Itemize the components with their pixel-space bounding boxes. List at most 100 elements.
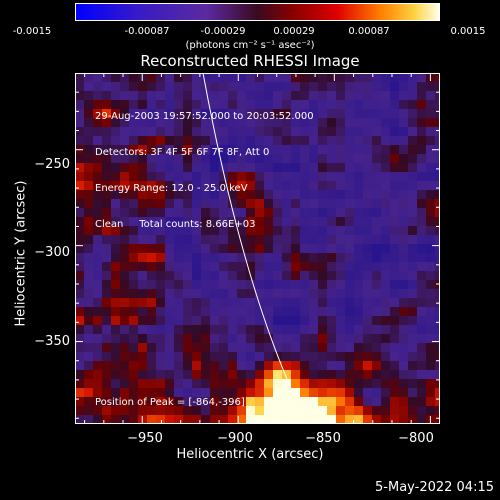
heatmap-cell	[408, 271, 417, 280]
heatmap-cell	[129, 316, 138, 325]
heatmap-cell	[201, 370, 210, 379]
heatmap-cell	[111, 181, 120, 190]
heatmap-cell	[300, 190, 309, 199]
heatmap-cell	[363, 361, 372, 370]
heatmap-cell	[174, 181, 183, 190]
heatmap-cell	[282, 316, 291, 325]
heatmap-cell	[408, 325, 417, 334]
heatmap-cell	[120, 73, 129, 82]
heatmap-cell	[336, 379, 345, 388]
x-tick-label: −900	[217, 431, 253, 446]
heatmap-cell	[165, 118, 174, 127]
heatmap-cell	[309, 316, 318, 325]
heatmap-cell	[219, 316, 228, 325]
heatmap-cell	[84, 334, 93, 343]
heatmap-cell	[255, 334, 264, 343]
heatmap-cell	[201, 145, 210, 154]
heatmap-cell	[192, 127, 201, 136]
heatmap-cell	[264, 298, 273, 307]
heatmap-cell	[228, 289, 237, 298]
heatmap-cell	[255, 370, 264, 379]
heatmap-cell	[192, 136, 201, 145]
heatmap-cell	[291, 325, 300, 334]
heatmap-cell	[201, 325, 210, 334]
heatmap-cell	[93, 145, 102, 154]
heatmap-cell	[345, 136, 354, 145]
heatmap-cell	[282, 208, 291, 217]
heatmap-cell	[138, 208, 147, 217]
heatmap-cell	[300, 262, 309, 271]
heatmap-cell	[165, 253, 174, 262]
heatmap-cell	[408, 172, 417, 181]
heatmap-cell	[129, 172, 138, 181]
heatmap-cell	[309, 73, 318, 82]
heatmap-cell	[399, 154, 408, 163]
heatmap-cell	[372, 379, 381, 388]
heatmap-cell	[111, 100, 120, 109]
heatmap-cell	[165, 145, 174, 154]
heatmap-cell	[246, 343, 255, 352]
heatmap-cell	[246, 370, 255, 379]
heatmap-cell	[372, 127, 381, 136]
heatmap-cell	[255, 343, 264, 352]
heatmap-cell	[102, 298, 111, 307]
heatmap-cell	[183, 280, 192, 289]
heatmap-cell	[237, 91, 246, 100]
heatmap-cell	[264, 397, 273, 406]
heatmap-cell	[435, 235, 440, 244]
heatmap-cell	[75, 100, 84, 109]
heatmap-cell	[390, 217, 399, 226]
heatmap-cell	[246, 163, 255, 172]
heatmap-cell	[210, 307, 219, 316]
heatmap-cell	[354, 136, 363, 145]
heatmap-cell	[138, 235, 147, 244]
heatmap-cell	[165, 244, 174, 253]
heatmap-cell	[273, 199, 282, 208]
heatmap-cell	[435, 352, 440, 361]
heatmap-cell	[273, 145, 282, 154]
heatmap-cell	[273, 118, 282, 127]
heatmap-cell	[138, 118, 147, 127]
heatmap-cell	[120, 289, 129, 298]
heatmap-cell	[219, 235, 228, 244]
y-tick-label: −250	[34, 157, 70, 172]
heatmap-cell	[408, 397, 417, 406]
heatmap-cell	[417, 379, 426, 388]
heatmap-cell	[381, 370, 390, 379]
heatmap-cell	[417, 262, 426, 271]
heatmap-cell	[192, 226, 201, 235]
heatmap-cell	[417, 316, 426, 325]
heatmap-cell	[426, 100, 435, 109]
heatmap-cell	[327, 118, 336, 127]
heatmap-cell	[372, 361, 381, 370]
heatmap-cell	[192, 307, 201, 316]
heatmap-cell	[219, 298, 228, 307]
heatmap-cell	[399, 307, 408, 316]
heatmap-cell	[129, 127, 138, 136]
heatmap-cell	[102, 280, 111, 289]
heatmap-cell	[336, 307, 345, 316]
heatmap-cell	[336, 325, 345, 334]
heatmap-cell	[417, 280, 426, 289]
heatmap-cell	[183, 397, 192, 406]
heatmap-cell	[381, 271, 390, 280]
heatmap-cell	[237, 199, 246, 208]
heatmap-cell	[300, 406, 309, 415]
heatmap-cell	[264, 280, 273, 289]
heatmap-cell	[363, 127, 372, 136]
heatmap-cell	[237, 325, 246, 334]
heatmap-cell	[237, 343, 246, 352]
heatmap-cell	[282, 136, 291, 145]
heatmap-cell	[318, 397, 327, 406]
heatmap-cell	[318, 145, 327, 154]
heatmap-cell	[300, 100, 309, 109]
heatmap-cell	[381, 289, 390, 298]
heatmap-cell	[75, 397, 84, 406]
heatmap-cell	[435, 127, 440, 136]
heatmap-cell	[273, 343, 282, 352]
heatmap-cell	[264, 370, 273, 379]
heatmap-cell	[273, 280, 282, 289]
heatmap-cell	[345, 109, 354, 118]
heatmap-cell	[228, 298, 237, 307]
heatmap-cell	[408, 370, 417, 379]
